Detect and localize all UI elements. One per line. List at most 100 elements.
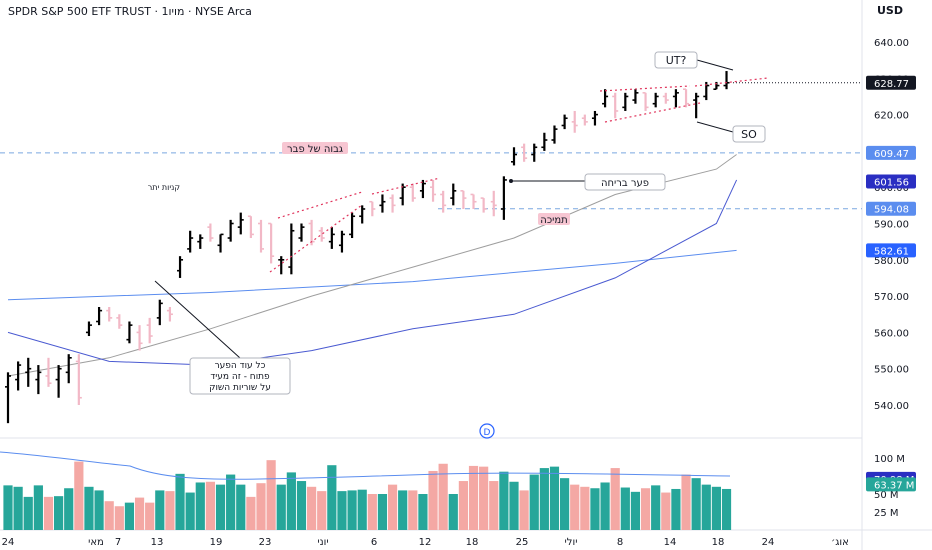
ohlc-bar — [511, 147, 517, 166]
time-tick-label: 18 — [712, 537, 725, 548]
gap-note-pointer — [154, 280, 241, 359]
price-tick-label: 620.00 — [874, 111, 909, 122]
ut-callout — [654, 51, 698, 69]
ohlc-bar — [571, 110, 578, 133]
ohlc-bar — [541, 132, 548, 151]
ohlc-bar — [288, 223, 295, 275]
ma-long-line — [7, 249, 737, 301]
ohlc-bar — [106, 306, 113, 322]
price-marker-badge — [866, 174, 916, 189]
volume-bar — [317, 491, 327, 530]
volume-bar — [215, 484, 226, 530]
ohlc-bar — [359, 205, 366, 224]
volume-bar — [590, 488, 600, 530]
volume-bar — [13, 486, 23, 530]
ohlc-bar — [75, 354, 82, 405]
ma-mid-line — [7, 154, 737, 377]
ohlc-bar — [5, 372, 11, 424]
volume-tick-label: 25 M — [874, 508, 899, 519]
ohlc-bar — [166, 306, 173, 322]
volume-bar — [226, 474, 236, 530]
volume-bar — [165, 491, 175, 530]
ohlc-bar — [217, 233, 224, 253]
time-tick-label: 23 — [259, 537, 272, 548]
time-tick-label: מאי — [88, 537, 104, 548]
time-tick-label: 8 — [617, 537, 623, 548]
support-badge — [538, 213, 570, 225]
time-tick-label: אוג׳ — [831, 537, 849, 548]
price-tick-label: 600.00 — [874, 183, 909, 194]
volume-bar — [43, 496, 54, 530]
price-tick-label: 560.00 — [874, 328, 909, 339]
ohlc-bar — [409, 183, 416, 202]
time-tick-label: 12 — [419, 537, 432, 548]
volume-bar — [630, 491, 641, 530]
volume-bar — [681, 474, 691, 530]
ohlc-bar — [632, 89, 639, 104]
ohlc-bar — [146, 317, 153, 344]
ohlc-bar — [207, 223, 214, 242]
time-tick-label: 7 — [115, 537, 121, 548]
volume-bar — [296, 481, 307, 530]
ohlc-bar — [693, 92, 700, 119]
ohlc-bar — [136, 325, 143, 351]
volume-bar — [246, 496, 256, 530]
volume-bar — [721, 488, 732, 530]
volume-bar — [408, 490, 418, 530]
volume-bar — [266, 460, 276, 530]
volume-bar — [175, 473, 185, 530]
volume-bar — [620, 487, 630, 530]
time-tick-label: יוני — [317, 537, 328, 548]
volume-bar — [195, 482, 205, 530]
ohlc-bar — [723, 71, 730, 90]
dividend-marker-label: D — [484, 428, 491, 438]
ohlc-bar — [85, 321, 92, 337]
ohlc-bar — [622, 92, 629, 111]
volume-bar — [489, 481, 499, 530]
volume-bar — [468, 465, 479, 530]
ohlc-bar — [268, 222, 275, 264]
volume-axis[interactable]: 100 M50 M25 M70.98 M63.37 M — [866, 454, 916, 519]
ohlc-bar — [500, 176, 507, 220]
volume-bar — [185, 492, 195, 530]
volume-bar — [377, 494, 388, 530]
dividend-marker[interactable] — [479, 423, 495, 439]
ohlc-bar — [612, 92, 619, 119]
ohlc-bar — [602, 89, 609, 108]
channel-upper-3 — [599, 85, 691, 92]
channel-upper-ext — [694, 77, 769, 87]
volume-ma-line — [0, 451, 731, 480]
ohlc-bar — [672, 89, 679, 108]
ohlc-bar — [561, 114, 568, 130]
volume-bar — [145, 502, 155, 530]
ohlc-bar — [652, 92, 659, 108]
volume-bar — [155, 490, 165, 530]
volume-bar — [549, 466, 560, 530]
time-tick-label: 18 — [466, 537, 479, 548]
volume-bar — [458, 481, 468, 530]
volume-bar — [418, 494, 428, 530]
volume-bar — [438, 463, 448, 530]
ohlc-bar — [328, 227, 335, 249]
chart-title: SPDR S&P 500 ETF TRUST · 1מויו · NYSE Ar… — [8, 5, 252, 18]
overbought-label: קניות יתר — [148, 183, 181, 192]
volume-bar — [570, 484, 580, 530]
volume-bar — [104, 501, 114, 530]
ohlc-bar — [581, 114, 588, 126]
support-resistance-lines — [0, 82, 862, 210]
time-tick-label: 19 — [210, 537, 223, 548]
volume-bar — [671, 488, 681, 530]
ohlc-bar — [338, 230, 345, 253]
so-callout — [732, 125, 766, 143]
ohlc-bar — [521, 143, 528, 162]
price-axis[interactable]: 640.00630.00620.00610.00600.00590.00580.… — [866, 38, 916, 412]
volume-bar — [236, 484, 246, 530]
ohlc-bar — [531, 143, 538, 162]
volume-bar — [499, 471, 509, 530]
ohlc-bar — [318, 227, 325, 242]
ohlc-bar — [65, 354, 72, 384]
time-axis[interactable]: 24 מאי 7 13 19 23 יוני 6 12 18 25 יולי 8 14 18 24 אוג׳ — [2, 537, 849, 548]
time-tick-label: 6 — [371, 537, 377, 548]
ohlc-bar — [450, 183, 457, 206]
